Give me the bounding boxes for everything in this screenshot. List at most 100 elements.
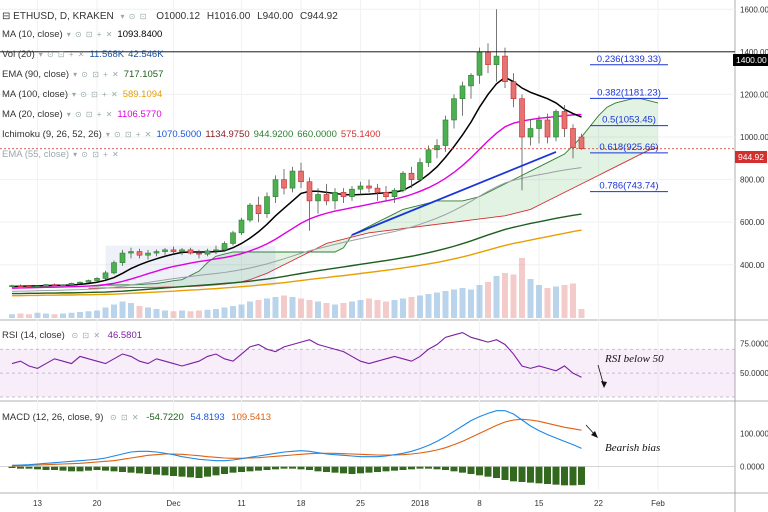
candle-body bbox=[425, 149, 432, 163]
macd-histogram-bar bbox=[433, 466, 441, 470]
macd-tools-icon[interactable]: ⊙ ⊡ ✕ bbox=[110, 413, 140, 422]
rsi-tools-icon[interactable]: ⊙ ⊡ ✕ bbox=[71, 331, 102, 340]
candle-body bbox=[230, 232, 236, 244]
candle-body bbox=[510, 81, 517, 99]
macd-histogram-bar bbox=[229, 466, 237, 473]
volume-bar bbox=[510, 274, 517, 318]
candle-body bbox=[43, 284, 49, 287]
volume-bar bbox=[570, 283, 576, 318]
cloud-span-a bbox=[88, 98, 659, 287]
macd-histogram-bar bbox=[467, 466, 475, 474]
trendlines bbox=[0, 51, 735, 236]
candle-body bbox=[323, 194, 330, 202]
x-tick-label: 8 bbox=[477, 499, 482, 508]
candle-body bbox=[17, 285, 24, 287]
legend-tools-icon[interactable]: ▾ ⊙ ⊡ + ✕ bbox=[66, 110, 114, 119]
volume-bar bbox=[77, 312, 83, 318]
macd-histogram-bar bbox=[357, 466, 364, 474]
rsi-line bbox=[11, 331, 582, 378]
legend-tools-icon[interactable]: ▾ ⊙ ⊡ + ✕ bbox=[72, 90, 119, 99]
volume-bars bbox=[9, 258, 585, 318]
fibonacci-levels: 0.236(1339.33) 0.382(1181.23) 0.5(1053.45)… bbox=[590, 54, 668, 193]
macd-histogram-bar bbox=[59, 466, 67, 471]
candle-body bbox=[162, 249, 168, 252]
candle-body bbox=[289, 170, 296, 189]
macd-histogram-bar bbox=[561, 466, 568, 486]
legend-tools-icon[interactable]: ▾ ⊙ ⊡ + ✕ bbox=[73, 70, 120, 79]
macd-histogram-bar bbox=[501, 466, 509, 480]
legend-value: 11.568K bbox=[89, 49, 125, 60]
legend-value: 1106.5770 bbox=[117, 109, 162, 120]
ma10-line bbox=[11, 76, 582, 288]
candle-body bbox=[408, 172, 415, 180]
indicator-lines bbox=[11, 76, 582, 297]
volume-bar bbox=[451, 289, 457, 318]
volume-bar bbox=[315, 301, 321, 318]
macd-histogram-bar bbox=[170, 466, 177, 476]
legend-row: MA (100, close) ▾ ⊙ ⊡ + ✕ 589.1094 bbox=[2, 89, 162, 101]
legend-value: 1134.9750 bbox=[205, 129, 250, 140]
legend-tools-icon[interactable]: ▾ ⊙ ⊡ + ✕ bbox=[38, 50, 86, 59]
macd-histogram-bar bbox=[187, 466, 194, 478]
macd-histogram-bar bbox=[178, 466, 186, 477]
volume-bar bbox=[340, 303, 347, 318]
x-tick-label: 2018 bbox=[411, 499, 429, 508]
candle-body bbox=[485, 51, 491, 65]
candle-body bbox=[527, 128, 534, 138]
legend-tools-icon[interactable]: ▾ ⊙ ⊡ + ✕ bbox=[73, 150, 120, 159]
fib-level-label: 0.236(1339.33) bbox=[597, 54, 661, 65]
macd-histogram-bar bbox=[484, 466, 492, 477]
macd-histogram-bar bbox=[408, 466, 415, 470]
macd-histogram-bar bbox=[76, 466, 84, 472]
candle-body bbox=[51, 284, 58, 286]
legend-row: Vol (20) ▾ ⊙ ⊡ + ✕ 11.568K 42.546K bbox=[2, 49, 164, 61]
candle-body bbox=[145, 252, 151, 256]
legend-tools-icon[interactable]: ▾ ⊙ ⊡ + ✕ bbox=[105, 130, 153, 139]
macd-histogram-bar bbox=[416, 466, 424, 469]
collapse-icon[interactable]: ⊟ bbox=[2, 11, 11, 22]
macd-histogram-bar bbox=[382, 466, 390, 472]
volume-bar bbox=[400, 298, 406, 318]
macd-histogram-bar bbox=[8, 466, 16, 468]
legend-tools-icon[interactable]: ▾ ⊙ ⊡ + ✕ bbox=[66, 30, 114, 39]
fib-level-label: 0.382(1181.23) bbox=[597, 87, 661, 98]
x-tick-label: 18 bbox=[297, 499, 306, 508]
ema55-line bbox=[11, 167, 582, 292]
fib-level-label: 0.5(1053.45) bbox=[602, 115, 656, 126]
macd-hist-value: -54.7220 bbox=[146, 412, 184, 423]
symbol-tools-icon[interactable]: ▾ ⊙ ⊡ bbox=[120, 12, 148, 21]
legend-value: 589.1094 bbox=[122, 89, 163, 100]
x-tick-label: Dec bbox=[166, 499, 180, 508]
volume-bar bbox=[366, 298, 372, 318]
volume-bar bbox=[102, 307, 109, 318]
candle-body bbox=[298, 170, 304, 183]
x-tick-label: 22 bbox=[594, 499, 603, 508]
open-value: O1000.12 bbox=[156, 11, 201, 22]
rsi-tick-label: 75.0000 bbox=[740, 339, 768, 348]
volume-bar bbox=[349, 301, 355, 318]
volume-bar bbox=[230, 306, 236, 318]
volume-bar bbox=[153, 309, 160, 318]
volume-bar bbox=[94, 310, 100, 318]
macd-panel bbox=[0, 410, 735, 486]
volume-bar bbox=[578, 309, 585, 318]
macd-histogram-bar bbox=[476, 466, 483, 476]
legend-value: 1093.8400 bbox=[117, 29, 163, 40]
candle-body bbox=[306, 181, 313, 202]
macd-histogram-bar bbox=[204, 466, 211, 477]
candle-body bbox=[213, 249, 219, 252]
candle-body bbox=[561, 111, 568, 129]
close-value: C944.92 bbox=[300, 11, 338, 22]
candle-body bbox=[544, 119, 551, 138]
level-badge-1400: 1400.00 bbox=[733, 54, 768, 66]
macd-line-value: 54.8193 bbox=[190, 412, 225, 423]
last-price-badge: 944.92 bbox=[735, 151, 767, 163]
volume-bar bbox=[391, 300, 398, 318]
candle-body bbox=[383, 192, 389, 197]
legend-value: 42.546K bbox=[128, 49, 164, 60]
rsi-arrowhead-icon bbox=[601, 381, 607, 388]
legend-row: EMA (90, close) ▾ ⊙ ⊡ + ✕ 717.1057 bbox=[2, 69, 163, 81]
candle-body bbox=[366, 185, 372, 189]
macd-histogram-bar bbox=[527, 466, 534, 483]
